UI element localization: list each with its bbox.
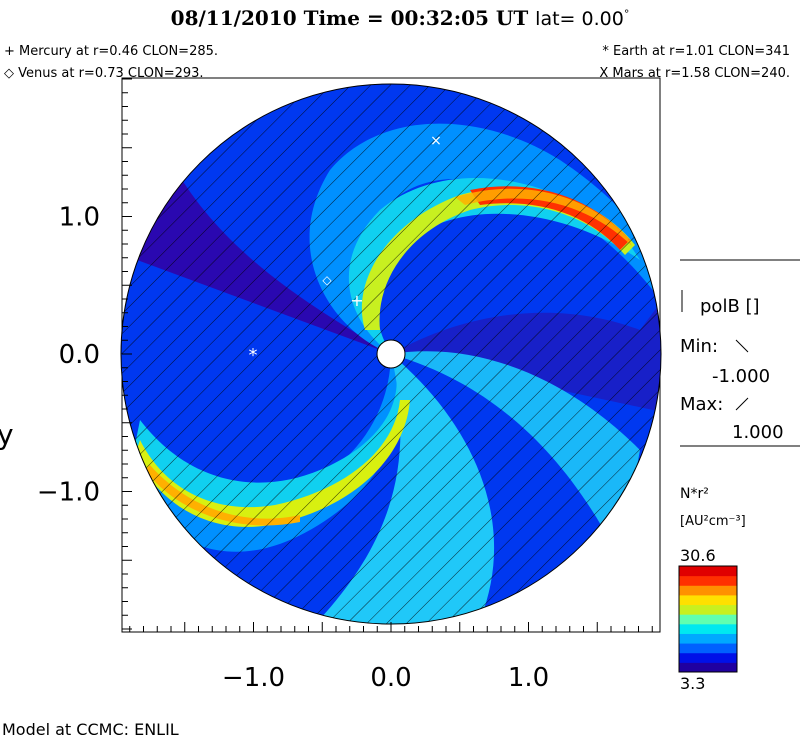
colorbar-swatch bbox=[679, 623, 737, 630]
mercury-marker: + bbox=[350, 291, 363, 310]
colorbar-swatch bbox=[679, 614, 737, 620]
colorbar-swatch bbox=[679, 594, 737, 601]
colorbar-swatch bbox=[679, 643, 737, 649]
colorbar-swatch bbox=[679, 667, 737, 673]
colorbar-swatch bbox=[679, 585, 737, 591]
venus-legend: ◇ Venus at r=0.73 CLON=293. bbox=[4, 66, 204, 81]
min-hatch-sample bbox=[735, 339, 749, 353]
colorbar-frame bbox=[678, 565, 738, 673]
colorbar-swatch bbox=[679, 662, 737, 668]
colorbar-swatch bbox=[679, 638, 737, 644]
colorbar-swatch bbox=[679, 599, 737, 606]
colorbar-swatch bbox=[679, 647, 737, 654]
colorbar-swatch bbox=[679, 633, 737, 639]
colorbar-unit: [AU²cm⁻³] bbox=[680, 514, 746, 529]
axis-tick-labels: −1.0 0.0 1.0 1.0 0.0 −1.0 bbox=[37, 203, 549, 694]
polb-label: polB [] bbox=[700, 296, 760, 317]
colorbar-max-label: 30.6 bbox=[680, 546, 716, 565]
colorbar-swatch bbox=[679, 628, 737, 634]
axis-ticks bbox=[122, 78, 653, 632]
colorbar-swatch bbox=[679, 570, 737, 577]
earth-legend: * Earth at r=1.01 CLON=341 bbox=[602, 44, 790, 59]
colorbar bbox=[679, 566, 737, 673]
colorbar-swatch bbox=[679, 590, 737, 596]
title-time-label: Time = bbox=[303, 6, 384, 30]
min-label: Min: bbox=[680, 336, 719, 357]
colorbar-swatch bbox=[679, 604, 737, 610]
colorbar-quantity: N*r² bbox=[680, 486, 709, 502]
y-tick-label: 1.0 bbox=[59, 203, 100, 233]
mars-marker: × bbox=[430, 133, 442, 149]
x-tick-label: 1.0 bbox=[508, 663, 549, 693]
model-credit: Model at CCMC: ENLIL bbox=[2, 720, 179, 739]
title-time-value: 00:32:05 bbox=[390, 6, 489, 30]
colorbar-swatch bbox=[679, 575, 737, 581]
earth-marker: * bbox=[249, 345, 258, 366]
max-value: 1.000 bbox=[732, 422, 784, 443]
colorbar-swatch bbox=[679, 619, 737, 625]
y-tick-label: −1.0 bbox=[37, 478, 100, 508]
y-axis-label: y bbox=[0, 418, 14, 451]
mars-legend: X Mars at r=1.58 CLON=240. bbox=[599, 66, 790, 81]
max-label: Max: bbox=[680, 394, 724, 415]
colorbar-min-label: 3.3 bbox=[680, 674, 706, 693]
x-tick-label: 0.0 bbox=[370, 663, 411, 693]
max-hatch-sample bbox=[735, 397, 749, 411]
colorbar-swatch bbox=[679, 609, 737, 615]
colorbar-swatch bbox=[679, 580, 737, 586]
colorbar-swatch bbox=[679, 657, 737, 663]
colorbar-swatch bbox=[679, 566, 737, 572]
title-date: 08/11/2010 bbox=[170, 6, 297, 30]
title-ut: UT bbox=[495, 6, 529, 30]
x-tick-label: −1.0 bbox=[222, 663, 285, 693]
sun-inner-boundary bbox=[376, 339, 406, 369]
plot-title: 08/11/2010 Time = 00:32:05 UT lat= 0.00° bbox=[0, 6, 800, 30]
min-value: -1.000 bbox=[712, 366, 771, 387]
colorbar-swatch bbox=[679, 652, 737, 659]
mercury-legend: + Mercury at r=0.46 CLON=285. bbox=[4, 44, 219, 59]
solar-disc bbox=[121, 84, 661, 624]
venus-marker: ◇ bbox=[322, 273, 332, 287]
title-lat: lat= 0.00° bbox=[535, 7, 630, 30]
y-tick-label: 0.0 bbox=[59, 340, 100, 370]
